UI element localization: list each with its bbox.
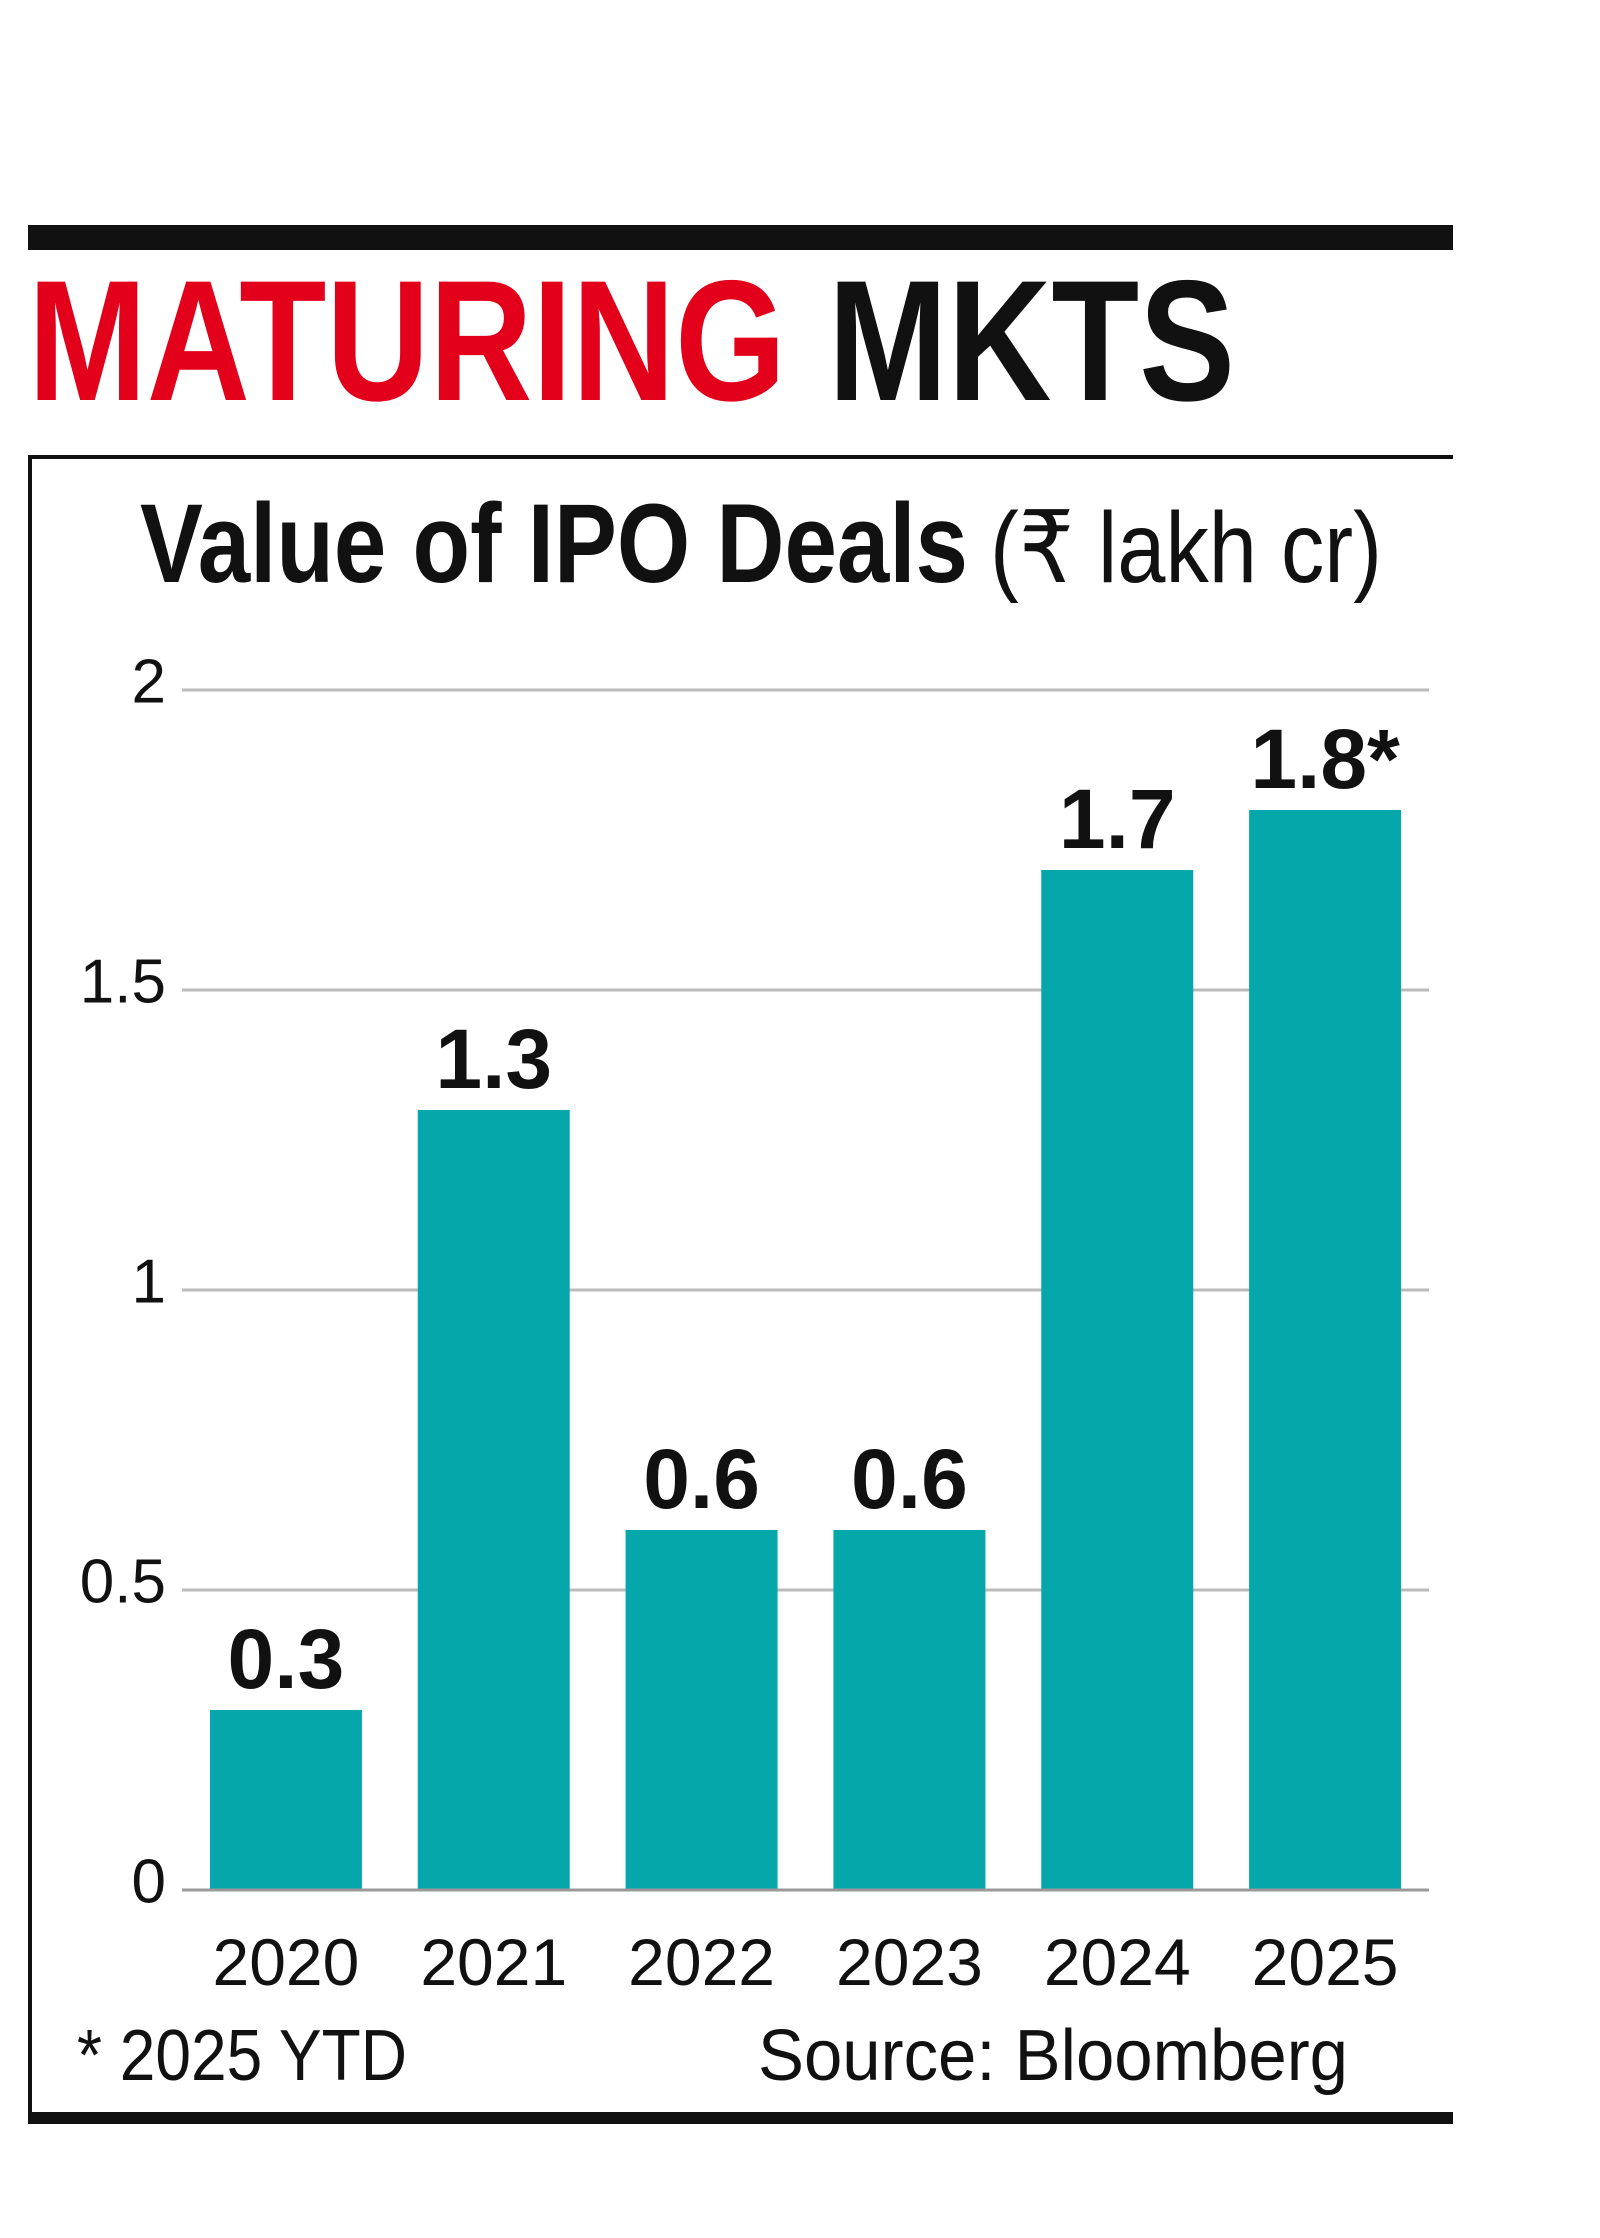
unit: (₹ lakh cr) bbox=[990, 492, 1382, 604]
subtitle: Value of IPO Deals bbox=[140, 481, 968, 606]
top-rule bbox=[28, 225, 1453, 250]
title-part: MKTS bbox=[828, 245, 1235, 437]
bar bbox=[1041, 870, 1194, 1890]
y-tick-label: 1 bbox=[132, 1247, 166, 1316]
x-tick-label: 2023 bbox=[836, 1925, 983, 1999]
value-label: 1.3 bbox=[435, 1012, 552, 1106]
x-tick-label: 2021 bbox=[420, 1925, 567, 1999]
bar bbox=[1249, 810, 1402, 1890]
bar bbox=[625, 1530, 778, 1890]
y-tick-label: 2 bbox=[132, 647, 166, 716]
source: Source: Bloomberg bbox=[758, 2016, 1348, 2096]
x-tick-label: 2025 bbox=[1252, 1925, 1399, 1999]
value-label: 0.3 bbox=[228, 1612, 345, 1706]
bar bbox=[209, 1710, 362, 1890]
frame bbox=[28, 455, 1453, 2118]
footnote: * 2025 YTD bbox=[77, 2016, 407, 2096]
bar bbox=[833, 1530, 986, 1890]
x-tick-label: 2022 bbox=[628, 1925, 775, 1999]
value-label: 1.8* bbox=[1250, 712, 1400, 806]
value-label: 1.7 bbox=[1059, 772, 1176, 866]
x-tick-label: 2024 bbox=[1044, 1925, 1191, 1999]
bottom-rule bbox=[28, 2112, 1453, 2124]
bar bbox=[417, 1110, 570, 1890]
x-tick-label: 2020 bbox=[213, 1925, 360, 1999]
y-tick-label: 0 bbox=[132, 1847, 166, 1916]
value-label: 0.6 bbox=[643, 1432, 760, 1526]
y-tick-label: 1.5 bbox=[80, 947, 166, 1016]
title-part: MATURING bbox=[28, 245, 786, 437]
y-tick-label: 0.5 bbox=[80, 1547, 166, 1616]
value-label: 0.6 bbox=[851, 1432, 968, 1526]
